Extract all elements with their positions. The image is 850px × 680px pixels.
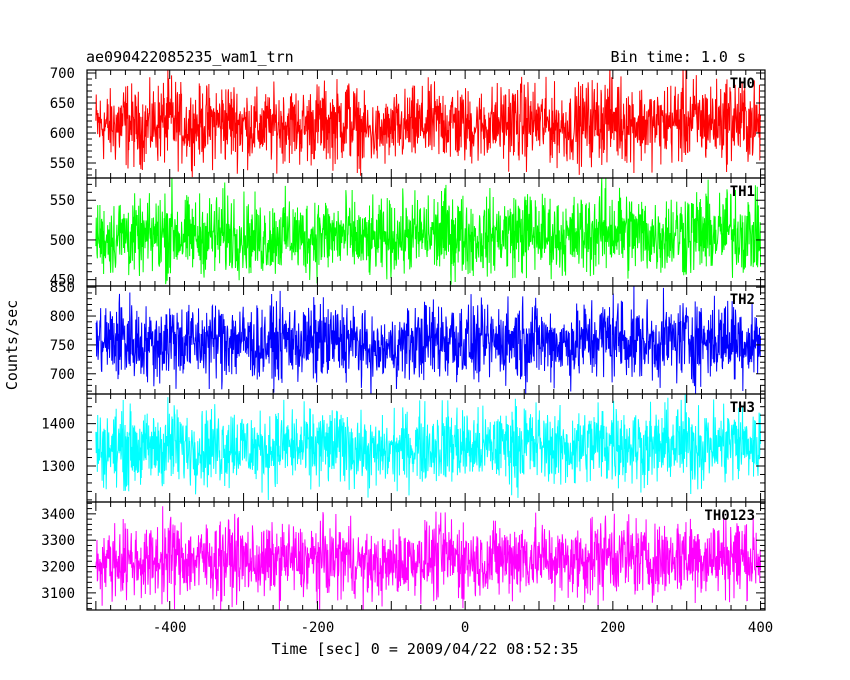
x-tick-label: 0 [461, 620, 469, 636]
y-tick-label: 550 [50, 193, 75, 209]
panel-th0123: 3100 3200 3300 3400 TH0123 [41, 501, 766, 611]
series-line-th1 [95, 178, 762, 285]
x-axis-label: Time [sec] 0 = 2009/04/22 08:52:35 [271, 640, 578, 658]
series-line-th0 [95, 70, 762, 178]
panel-label: TH3 [730, 400, 755, 416]
panel-th2: 700 750 800 850 TH2 [50, 280, 766, 395]
y-tick-label: 500 [50, 233, 75, 249]
y-tick-label: 600 [50, 126, 75, 142]
y-tick-label: 750 [50, 338, 75, 354]
panel-th3: 1300 1400 TH3 [41, 393, 766, 503]
y-tick-label: 550 [50, 156, 75, 172]
panel-label: TH1 [730, 184, 755, 200]
panel-label: TH0 [730, 76, 755, 92]
y-tick-label: 3100 [41, 586, 75, 602]
y-tick-label: 1300 [41, 459, 75, 475]
series-line-th2 [95, 286, 762, 394]
panel-label: TH0123 [704, 508, 755, 524]
bin-time-label: Bin time: 1.0 s [611, 48, 746, 66]
x-tick-label: -400 [153, 620, 187, 636]
panels-group: 550 600 650 700 TH0 450 500 550 TH1 700 750 800 850 T… [41, 66, 773, 636]
y-tick-label: 800 [50, 309, 75, 325]
y-tick-label: 450 [50, 273, 75, 289]
y-tick-label: 3300 [41, 533, 75, 549]
x-tick-label: 400 [748, 620, 773, 636]
series-line-th3 [95, 394, 762, 500]
y-axis-label: Counts/sec [3, 300, 21, 390]
y-tick-label: 650 [50, 96, 75, 112]
panel-th0: 550 600 650 700 TH0 [50, 66, 766, 179]
y-tick-label: 850 [50, 280, 75, 296]
y-tick-label: 700 [50, 367, 75, 383]
y-tick-label: 3400 [41, 507, 75, 523]
panel-label: TH2 [730, 292, 755, 308]
x-tick-label: -200 [301, 620, 335, 636]
panel-th1: 450 500 550 TH1 [50, 177, 766, 289]
y-tick-label: 3200 [41, 560, 75, 576]
chart-title: ae090422085235_wam1_trn [86, 48, 294, 66]
y-tick-label: 1400 [41, 417, 75, 433]
x-tick-label: 200 [600, 620, 625, 636]
series-line-th0123 [95, 506, 762, 610]
y-tick-label: 700 [50, 66, 75, 82]
